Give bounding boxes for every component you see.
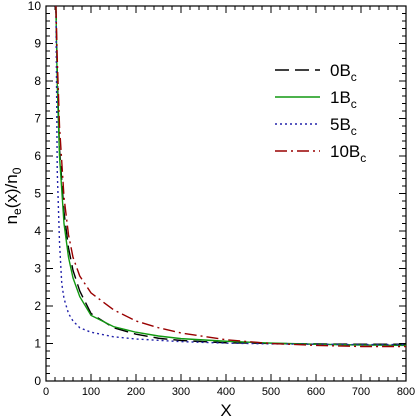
y-tick-label: 6 — [34, 149, 41, 163]
legend: 0Bc 1Bc 5Bc 10Bc — [275, 61, 366, 165]
x-tick-label: 100 — [82, 386, 100, 398]
x-tick-label: 200 — [127, 386, 145, 398]
x-tick-label: 400 — [217, 386, 235, 398]
series-line-0 — [55, 6, 406, 345]
y-tick-label: 5 — [34, 187, 41, 201]
y-tick-label: 9 — [34, 37, 41, 51]
legend-label-0: 0Bc — [330, 61, 357, 84]
y-tick-label: 3 — [34, 262, 41, 276]
x-tick-label: 0 — [43, 386, 49, 398]
series-layer — [55, 6, 406, 348]
x-tick-label: 700 — [352, 386, 370, 398]
y-tick-label: 0 — [34, 374, 41, 388]
axis-ticks: 0 100 200 300 400 500 600 700 800 0 1 2 3 4 5 6 7 8 9 10 — [28, 0, 416, 398]
y-tick-label: 10 — [28, 0, 42, 13]
x-tick-label: 600 — [307, 386, 325, 398]
series-line-3 — [55, 6, 406, 348]
series-line-1 — [55, 6, 406, 347]
x-tick-label: 800 — [397, 386, 415, 398]
y-tick-label: 7 — [34, 112, 41, 126]
y-tick-label: 4 — [34, 224, 41, 238]
y-tick-label: 8 — [34, 74, 41, 88]
plot-frame — [45, 5, 407, 382]
x-tick-label: 500 — [262, 386, 280, 398]
x-tick-label: 300 — [172, 386, 190, 398]
x-axis-label: X — [220, 401, 231, 420]
y-axis-label: ne(x)/n0 — [2, 167, 24, 224]
y-tick-label: 2 — [34, 299, 41, 313]
legend-label-2: 5Bc — [330, 115, 357, 138]
legend-label-3: 10Bc — [330, 142, 366, 165]
legend-label-1: 1Bc — [330, 88, 357, 111]
series-line-2 — [55, 6, 406, 346]
y-tick-label: 1 — [34, 337, 41, 351]
